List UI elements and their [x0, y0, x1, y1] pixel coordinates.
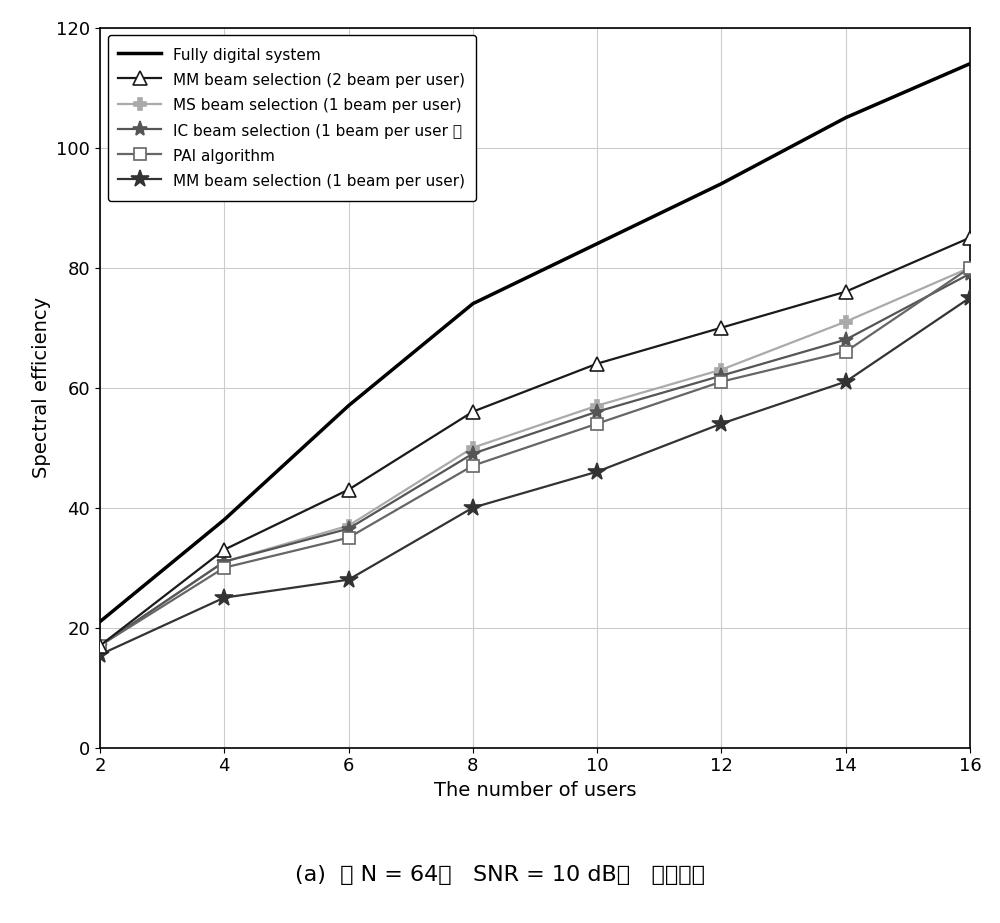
PAI algorithm: [964, 262, 976, 273]
IC beam selection (1 beam per user ）: [840, 334, 852, 345]
IC beam selection (1 beam per user ）: [715, 370, 727, 381]
MM beam selection (2 beam per user): [467, 406, 479, 417]
IC beam selection (1 beam per user ）: [94, 641, 106, 652]
IC beam selection (1 beam per user ）: [218, 556, 230, 567]
IC beam selection (1 beam per user ）: [467, 449, 479, 460]
Line: Fully digital system: Fully digital system: [100, 64, 970, 622]
Y-axis label: Spectral efficiency: Spectral efficiency: [32, 297, 51, 478]
Fully digital system: [840, 113, 852, 124]
Fully digital system: [218, 514, 230, 525]
MS beam selection (1 beam per user): [94, 641, 106, 652]
MM beam selection (1 beam per user): [591, 466, 603, 477]
MS beam selection (1 beam per user): [840, 317, 852, 328]
Fully digital system: [467, 298, 479, 309]
MM beam selection (2 beam per user): [964, 233, 976, 244]
PAI algorithm: [840, 346, 852, 357]
Fully digital system: [715, 178, 727, 189]
PAI algorithm: [591, 418, 603, 429]
MM beam selection (1 beam per user): [94, 649, 106, 660]
MM beam selection (2 beam per user): [94, 641, 106, 652]
Line: PAI algorithm: PAI algorithm: [94, 262, 976, 652]
Line: IC beam selection (1 beam per user ）: IC beam selection (1 beam per user ）: [92, 266, 978, 653]
Legend: Fully digital system, MM beam selection (2 beam per user), MS beam selection (1 : Fully digital system, MM beam selection …: [108, 35, 476, 201]
X-axis label: The number of users: The number of users: [434, 781, 636, 800]
MM beam selection (1 beam per user): [840, 377, 852, 388]
IC beam selection (1 beam per user ）: [343, 523, 355, 534]
MM beam selection (2 beam per user): [840, 286, 852, 297]
MM beam selection (2 beam per user): [218, 545, 230, 556]
IC beam selection (1 beam per user ）: [964, 268, 976, 279]
PAI algorithm: [343, 532, 355, 543]
MM beam selection (1 beam per user): [218, 593, 230, 604]
PAI algorithm: [218, 562, 230, 573]
PAI algorithm: [467, 461, 479, 472]
MM beam selection (2 beam per user): [343, 485, 355, 496]
MM beam selection (1 beam per user): [343, 574, 355, 585]
IC beam selection (1 beam per user ）: [591, 406, 603, 417]
MS beam selection (1 beam per user): [715, 365, 727, 376]
MS beam selection (1 beam per user): [343, 521, 355, 532]
Fully digital system: [94, 617, 106, 628]
MS beam selection (1 beam per user): [964, 262, 976, 273]
Text: (a)  当 N = 64，   SNR = 10 dB，   频谱效率: (a) 当 N = 64， SNR = 10 dB， 频谱效率: [295, 866, 705, 885]
Fully digital system: [591, 238, 603, 249]
MM beam selection (1 beam per user): [715, 418, 727, 429]
MS beam selection (1 beam per user): [591, 401, 603, 412]
MM beam selection (1 beam per user): [467, 502, 479, 513]
MM beam selection (2 beam per user): [591, 358, 603, 369]
Fully digital system: [343, 401, 355, 412]
PAI algorithm: [715, 377, 727, 388]
PAI algorithm: [94, 641, 106, 652]
Fully digital system: [964, 58, 976, 69]
MS beam selection (1 beam per user): [218, 556, 230, 567]
MM beam selection (2 beam per user): [715, 322, 727, 333]
MS beam selection (1 beam per user): [467, 442, 479, 453]
MM beam selection (1 beam per user): [964, 292, 976, 303]
Line: MM beam selection (1 beam per user): MM beam selection (1 beam per user): [91, 289, 979, 664]
Line: MM beam selection (2 beam per user): MM beam selection (2 beam per user): [93, 231, 977, 653]
Line: MS beam selection (1 beam per user): MS beam selection (1 beam per user): [94, 261, 976, 652]
